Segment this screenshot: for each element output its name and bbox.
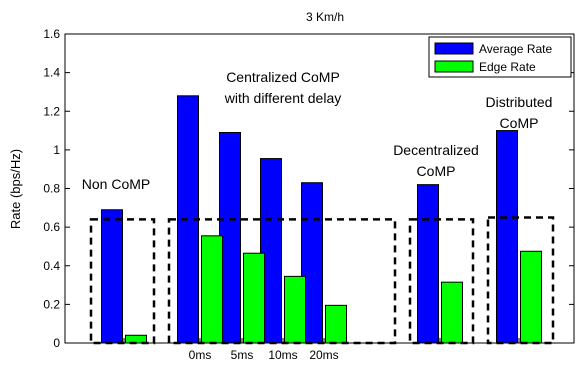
y-tick-label: 0.8: [43, 182, 60, 196]
legend-swatch-average: [434, 42, 474, 55]
edge-rate-bar: [441, 281, 463, 344]
group-box: [89, 218, 156, 345]
average-rate-bar: [417, 184, 439, 344]
edge-rate-bar: [201, 235, 223, 344]
group-box: [408, 218, 475, 345]
legend-swatch-edge: [434, 60, 474, 73]
edge-rate-bar: [284, 275, 306, 344]
edge-rate-bar: [520, 250, 542, 344]
y-axis-label: Rate (bps/Hz): [8, 149, 23, 229]
x-tick-label: 0ms: [189, 348, 212, 362]
group-label: CoMP: [500, 115, 539, 131]
group-label: CoMP: [417, 163, 456, 179]
legend-label: Edge Rate: [479, 60, 536, 74]
group-label: Centralized CoMP: [226, 69, 340, 85]
x-tick-label: 5ms: [231, 348, 254, 362]
group-box: [486, 216, 555, 345]
group-label: with different delay: [224, 90, 341, 106]
y-tick-label: 0: [53, 336, 60, 350]
y-tick-label: 1: [53, 143, 60, 157]
y-tick-label: 1.4: [43, 66, 60, 80]
y-tick-label: 1.6: [43, 27, 60, 41]
y-tick-label: 0.2: [43, 297, 60, 311]
average-rate-bar: [101, 209, 123, 344]
plot-area: 0 0.2 0.4 0.6 0.8 1 1.2 1.4 1.6 0ms 5ms 10ms 20ms Non…: [43, 27, 575, 362]
y-tick-label: 1.2: [43, 104, 60, 118]
chart-title: 3 Km/h: [306, 10, 344, 24]
y-tick-label: 0.4: [43, 259, 60, 273]
legend-label: Average Rate: [479, 42, 552, 56]
x-tick-label: 20ms: [309, 348, 338, 362]
edge-rate-bar: [243, 252, 265, 344]
y-tick-label: 0.6: [43, 220, 60, 234]
average-rate-bar: [496, 130, 518, 344]
group-label: Decentralized: [393, 142, 479, 158]
x-tick-label: 10ms: [268, 348, 297, 362]
group-label: Non CoMP: [82, 176, 150, 192]
edge-rate-bar: [325, 304, 347, 344]
group-box: [167, 218, 397, 345]
group-label: Distributed: [486, 94, 553, 110]
